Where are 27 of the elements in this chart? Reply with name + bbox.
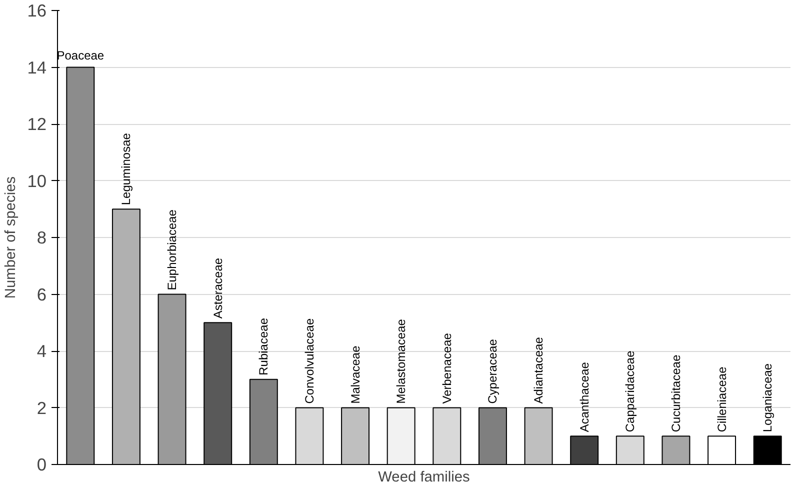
x-tick-label: Asteraceae xyxy=(210,258,225,319)
y-tick-label: 16 xyxy=(27,0,47,20)
x-tick-label: Convolvulaceae xyxy=(302,318,316,404)
y-tick-label: 6 xyxy=(36,284,47,304)
y-axis-title: Number of species xyxy=(3,176,20,299)
y-tick-label: 4 xyxy=(36,341,47,361)
x-tick-label: Acanthaceae xyxy=(577,362,592,432)
y-tick-label: 2 xyxy=(36,398,47,418)
y-tick-label: 12 xyxy=(27,114,47,134)
y-tick-label: 0 xyxy=(36,454,47,474)
x-tick-label: Loganiaceae xyxy=(760,363,775,432)
x-tick-label: Cyperaceae xyxy=(486,338,500,404)
x-tick-label: Cilleniaceae xyxy=(714,366,729,432)
y-tick-label: 10 xyxy=(27,170,47,191)
y-tick-label: 14 xyxy=(27,57,47,78)
x-tick-label: Poaceae xyxy=(56,48,104,62)
x-axis-title: Weed families xyxy=(378,470,470,486)
y-tick-label: 8 xyxy=(36,228,47,248)
x-tick-label: Melastomaceae xyxy=(394,318,408,404)
x-tick-label: Cucurbitaceae xyxy=(668,354,683,432)
x-tick-label: Euphorbiaceae xyxy=(165,209,180,290)
x-tick-label: Verbenaceae xyxy=(440,332,454,404)
x-tick-label: Capparidaceae xyxy=(623,350,638,432)
x-tick-label: Adiantaceae xyxy=(532,336,546,404)
x-tick-label: Malvaceae xyxy=(348,345,362,404)
x-tick-label: Rubiaceae xyxy=(256,318,271,376)
x-tick-label: Leguminosae xyxy=(119,132,134,206)
